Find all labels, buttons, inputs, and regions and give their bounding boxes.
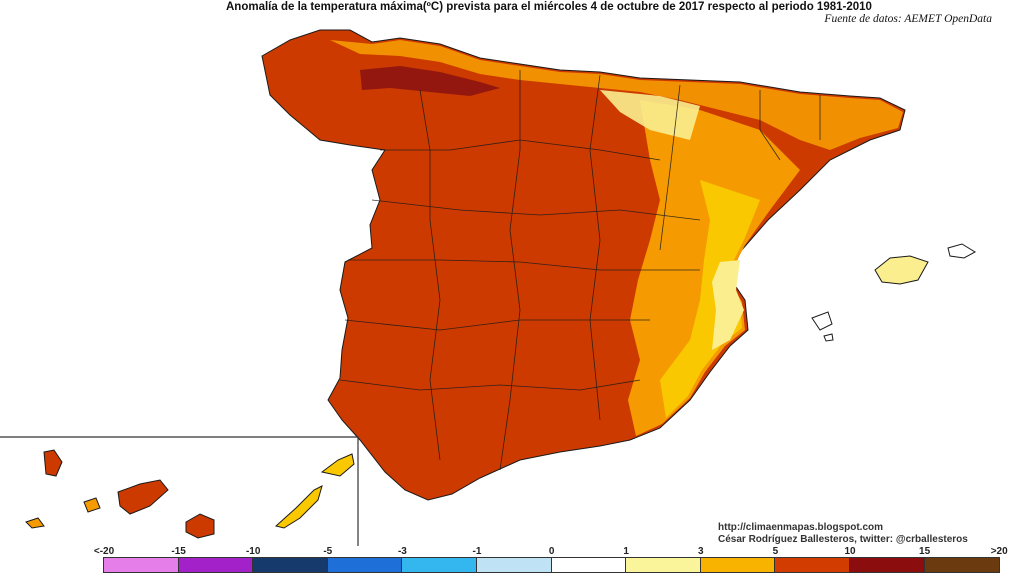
la-gomera <box>83 497 101 513</box>
gran-canaria <box>185 513 215 539</box>
legend-swatch <box>104 558 179 572</box>
legend-tick-label: -3 <box>397 546 407 557</box>
legend-tick-label: <-20 <box>93 546 115 557</box>
legend-swatch <box>775 558 850 572</box>
legend-swatch <box>253 558 328 572</box>
valencia-coast-pale <box>712 260 744 350</box>
legend-tick-label: 1 <box>623 546 629 557</box>
mallorca <box>874 255 929 285</box>
north-coast-band <box>330 40 903 150</box>
credits: http://climaenmapas.blogspot.com César R… <box>718 522 968 546</box>
credits-author: César Rodríguez Ballesteros, twitter: @c… <box>718 534 968 545</box>
lanzarote <box>320 453 355 477</box>
legend-swatch <box>700 558 776 572</box>
map-title: Anomalía de la temperatura máxima(ºC) pr… <box>226 1 872 13</box>
el-hierro <box>25 517 45 529</box>
legend-tick-label: -1 <box>472 546 482 557</box>
legend-swatch <box>849 558 925 572</box>
province-borders <box>339 70 821 471</box>
legend-tick-label: 10 <box>844 546 856 557</box>
ibiza <box>811 311 833 331</box>
legend-tick-label: 15 <box>919 546 931 557</box>
legend-swatch <box>551 558 627 572</box>
legend-tick-label: 3 <box>698 546 704 557</box>
color-legend <box>103 557 1001 573</box>
tenerife <box>117 479 169 515</box>
legend-tick-label: -15 <box>171 546 186 557</box>
legend-tick-label: -10 <box>245 546 261 557</box>
la-palma <box>43 449 63 477</box>
legend-swatch <box>476 558 552 572</box>
legend-swatch <box>402 558 477 572</box>
cantabrian-mountains <box>360 66 500 96</box>
credits-url: http://climaenmapas.blogspot.com <box>718 522 884 533</box>
legend-swatch <box>178 558 254 572</box>
legend-tick-label: -5 <box>323 546 333 557</box>
east-coast-light-band <box>660 180 760 418</box>
legend-tick-label: >20 <box>990 546 1008 557</box>
canary-inset-frame <box>0 436 359 546</box>
legend-swatch <box>327 558 403 572</box>
legend-swatch <box>626 558 701 572</box>
menorca <box>947 243 976 259</box>
data-source: Fuente de datos: AEMET OpenData <box>824 13 992 25</box>
legend-swatch <box>924 558 1000 572</box>
formentera <box>823 333 834 342</box>
fuerteventura <box>274 485 323 529</box>
legend-tick-label: 0 <box>548 546 555 557</box>
legend-tick-label: 5 <box>772 546 779 557</box>
